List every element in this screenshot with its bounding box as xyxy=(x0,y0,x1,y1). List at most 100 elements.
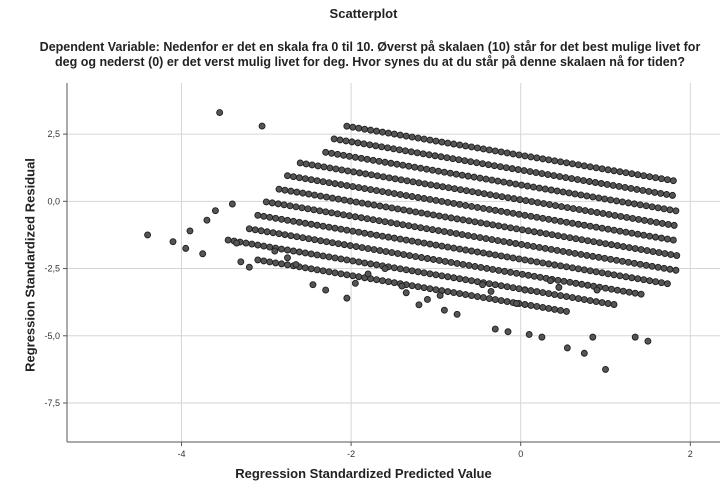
data-point-598 xyxy=(337,255,345,263)
data-point-411 xyxy=(494,237,502,244)
data-point-682 xyxy=(474,293,481,301)
data-point-269 xyxy=(468,202,475,210)
data-point-695 xyxy=(551,306,559,313)
data-point-693 xyxy=(539,304,547,311)
data-point-150 xyxy=(535,184,543,192)
data-point-170 xyxy=(654,204,662,212)
data-point-513 xyxy=(251,226,259,234)
data-point-258 xyxy=(402,192,410,199)
data-point-301 xyxy=(658,234,665,242)
data-point-216 xyxy=(546,201,553,209)
data-point-684 xyxy=(485,295,493,303)
data-point-493 xyxy=(557,262,565,270)
data-point-573 xyxy=(607,285,615,293)
data-point-260 xyxy=(414,194,422,201)
data-point-425 xyxy=(577,250,585,258)
x-tick-label-2: 0 xyxy=(518,449,523,459)
data-point-75 xyxy=(443,154,451,162)
data-point-134 xyxy=(440,168,448,176)
data-point-362 xyxy=(619,243,627,251)
data-point-223 xyxy=(587,208,595,215)
data-point-41 xyxy=(586,163,594,171)
data-point-558 xyxy=(518,270,526,278)
data-point-238 xyxy=(284,172,291,180)
data-point-465 xyxy=(390,234,398,242)
data-point-247 xyxy=(337,181,345,189)
data-point-487 xyxy=(521,256,529,264)
data-point-692 xyxy=(533,303,541,310)
data-point-699 xyxy=(169,238,177,246)
data-point-480 xyxy=(479,249,487,257)
data-point-39 xyxy=(574,161,582,169)
data-point-166 xyxy=(630,200,638,208)
data-point-275 xyxy=(503,208,511,216)
data-point-248 xyxy=(343,182,351,190)
data-point-568 xyxy=(578,280,586,288)
data-point-708 xyxy=(237,258,245,266)
data-point-526 xyxy=(328,239,336,247)
data-point-341 xyxy=(495,222,503,230)
data-point-267 xyxy=(456,200,464,208)
data-point-271 xyxy=(479,204,487,212)
data-point-116 xyxy=(334,150,341,158)
data-point-283 xyxy=(551,216,559,224)
data-point-547 xyxy=(453,260,461,267)
data-point-389 xyxy=(363,215,371,223)
x-tick-label-0: -4 xyxy=(177,449,185,459)
data-point-545 xyxy=(441,258,449,265)
data-point-515 xyxy=(263,228,271,236)
data-point-596 xyxy=(325,253,333,261)
data-point-107 xyxy=(633,185,641,193)
data-point-91 xyxy=(538,170,546,178)
data-point-642 xyxy=(598,299,606,306)
data-point-182 xyxy=(344,167,352,175)
data-point-671 xyxy=(408,282,416,290)
data-point-722 xyxy=(415,301,423,309)
data-point-72 xyxy=(425,151,433,159)
data-point-734 xyxy=(538,333,546,341)
data-point-155 xyxy=(565,189,573,197)
data-point-287 xyxy=(574,220,582,228)
data-point-208 xyxy=(498,193,506,201)
data-point-627 xyxy=(509,284,517,292)
data-point-349 xyxy=(542,230,550,238)
data-point-286 xyxy=(568,219,576,227)
data-point-13 xyxy=(420,135,428,143)
data-point-226 xyxy=(605,211,613,218)
data-point-20 xyxy=(462,142,470,150)
data-point-512 xyxy=(245,225,253,233)
data-point-151 xyxy=(541,185,549,193)
data-point-38 xyxy=(568,160,576,168)
data-point-509 xyxy=(652,278,659,286)
data-point-733 xyxy=(525,330,533,338)
data-point-124 xyxy=(381,158,389,166)
data-point-588 xyxy=(278,245,286,253)
data-point-108 xyxy=(639,186,647,194)
data-point-235 xyxy=(658,219,666,227)
data-point-227 xyxy=(611,212,619,219)
data-point-686 xyxy=(497,297,505,304)
data-point-417 xyxy=(529,243,537,250)
data-point-440 xyxy=(666,265,674,273)
data-point-34 xyxy=(545,156,553,164)
data-point-430 xyxy=(607,255,615,263)
data-point-416 xyxy=(524,242,531,249)
data-point-681 xyxy=(468,292,475,300)
data-point-325 xyxy=(400,206,408,214)
data-point-230 xyxy=(629,214,637,222)
data-point-331 xyxy=(435,212,443,220)
data-point-423 xyxy=(565,248,573,256)
data-point-594 xyxy=(313,251,321,259)
data-point-422 xyxy=(559,247,567,255)
data-point-638 xyxy=(574,295,582,303)
data-point-303 xyxy=(669,236,677,244)
data-point-534 xyxy=(376,247,384,255)
data-point-468 xyxy=(408,237,416,245)
data-point-574 xyxy=(613,286,621,294)
data-point-219 xyxy=(563,204,571,212)
data-point-3 xyxy=(361,125,369,133)
data-point-240 xyxy=(295,174,303,182)
data-point-179 xyxy=(326,164,334,172)
data-point-300 xyxy=(652,233,659,241)
data-point-529 xyxy=(346,242,354,250)
